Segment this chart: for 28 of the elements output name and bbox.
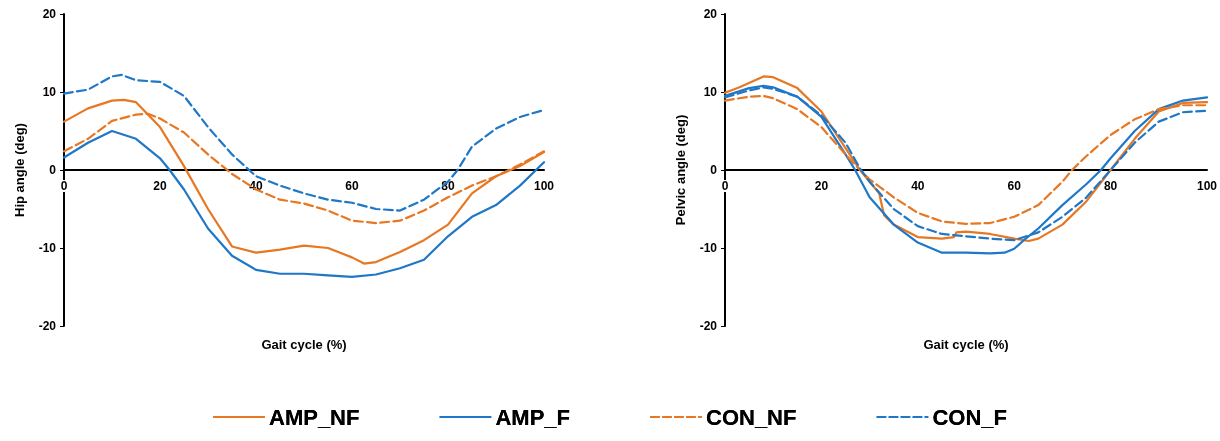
y-tick-label: 20	[42, 7, 57, 21]
y-tick-label: -10	[699, 241, 718, 255]
x-tick-label: 60	[345, 179, 359, 193]
x-tick-label: 20	[814, 179, 829, 193]
legend-label: AMP_NF	[268, 404, 360, 430]
y-tick-label: -20	[699, 319, 718, 333]
x-tick-label: 80	[1103, 179, 1118, 193]
y-tick-label: 0	[710, 163, 718, 177]
y-tick-label: 10	[42, 85, 57, 99]
x-tick-label: 100	[533, 179, 555, 193]
y-tick-label: 10	[703, 85, 718, 99]
y-tick-label: -20	[38, 319, 57, 333]
y-tick-label: -10	[38, 241, 57, 255]
x-tick-label: 100	[1196, 179, 1218, 193]
x-axis-title: Gait cycle (%)	[261, 337, 347, 352]
y-axis-title: Hip angle (deg)	[12, 123, 27, 217]
x-tick-label: 0	[60, 179, 68, 193]
x-axis-title: Gait cycle (%)	[923, 337, 1009, 352]
x-tick-label: 0	[721, 179, 729, 193]
x-tick-label: 60	[1007, 179, 1022, 193]
y-tick-label: 0	[49, 163, 57, 177]
x-tick-label: 20	[153, 179, 167, 193]
legend-label: CON_F	[932, 404, 1008, 430]
legend-label: CON_NF	[706, 404, 797, 430]
y-axis-title: Pelvic angle (deg)	[673, 114, 688, 226]
y-tick-label: 20	[703, 7, 718, 21]
x-tick-label: 40	[911, 179, 925, 193]
legend-label: AMP_F	[495, 404, 570, 430]
